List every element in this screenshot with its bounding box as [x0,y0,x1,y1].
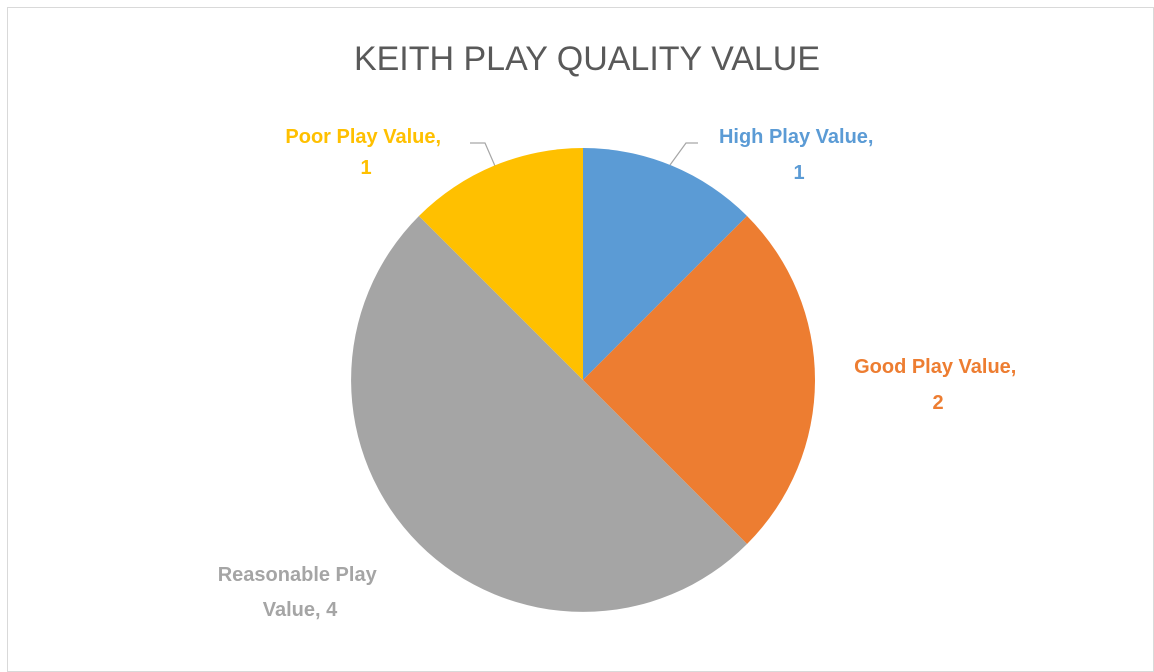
data-label: Reasonable Play Value, 4 [218,564,383,621]
chart-title: KEITH PLAY QUALITY VALUE [354,40,820,78]
pie-slice [583,215,815,545]
pie-slice [583,148,748,380]
pie-slice [418,148,583,380]
leader-line [470,142,496,167]
pie-slice [351,215,748,612]
data-label: Good Play Value, 2 [854,356,1022,414]
data-label: Poor Play Value, 1 [285,126,446,179]
leader-line [669,142,698,166]
data-label: High Play Value, 1 [719,126,879,184]
